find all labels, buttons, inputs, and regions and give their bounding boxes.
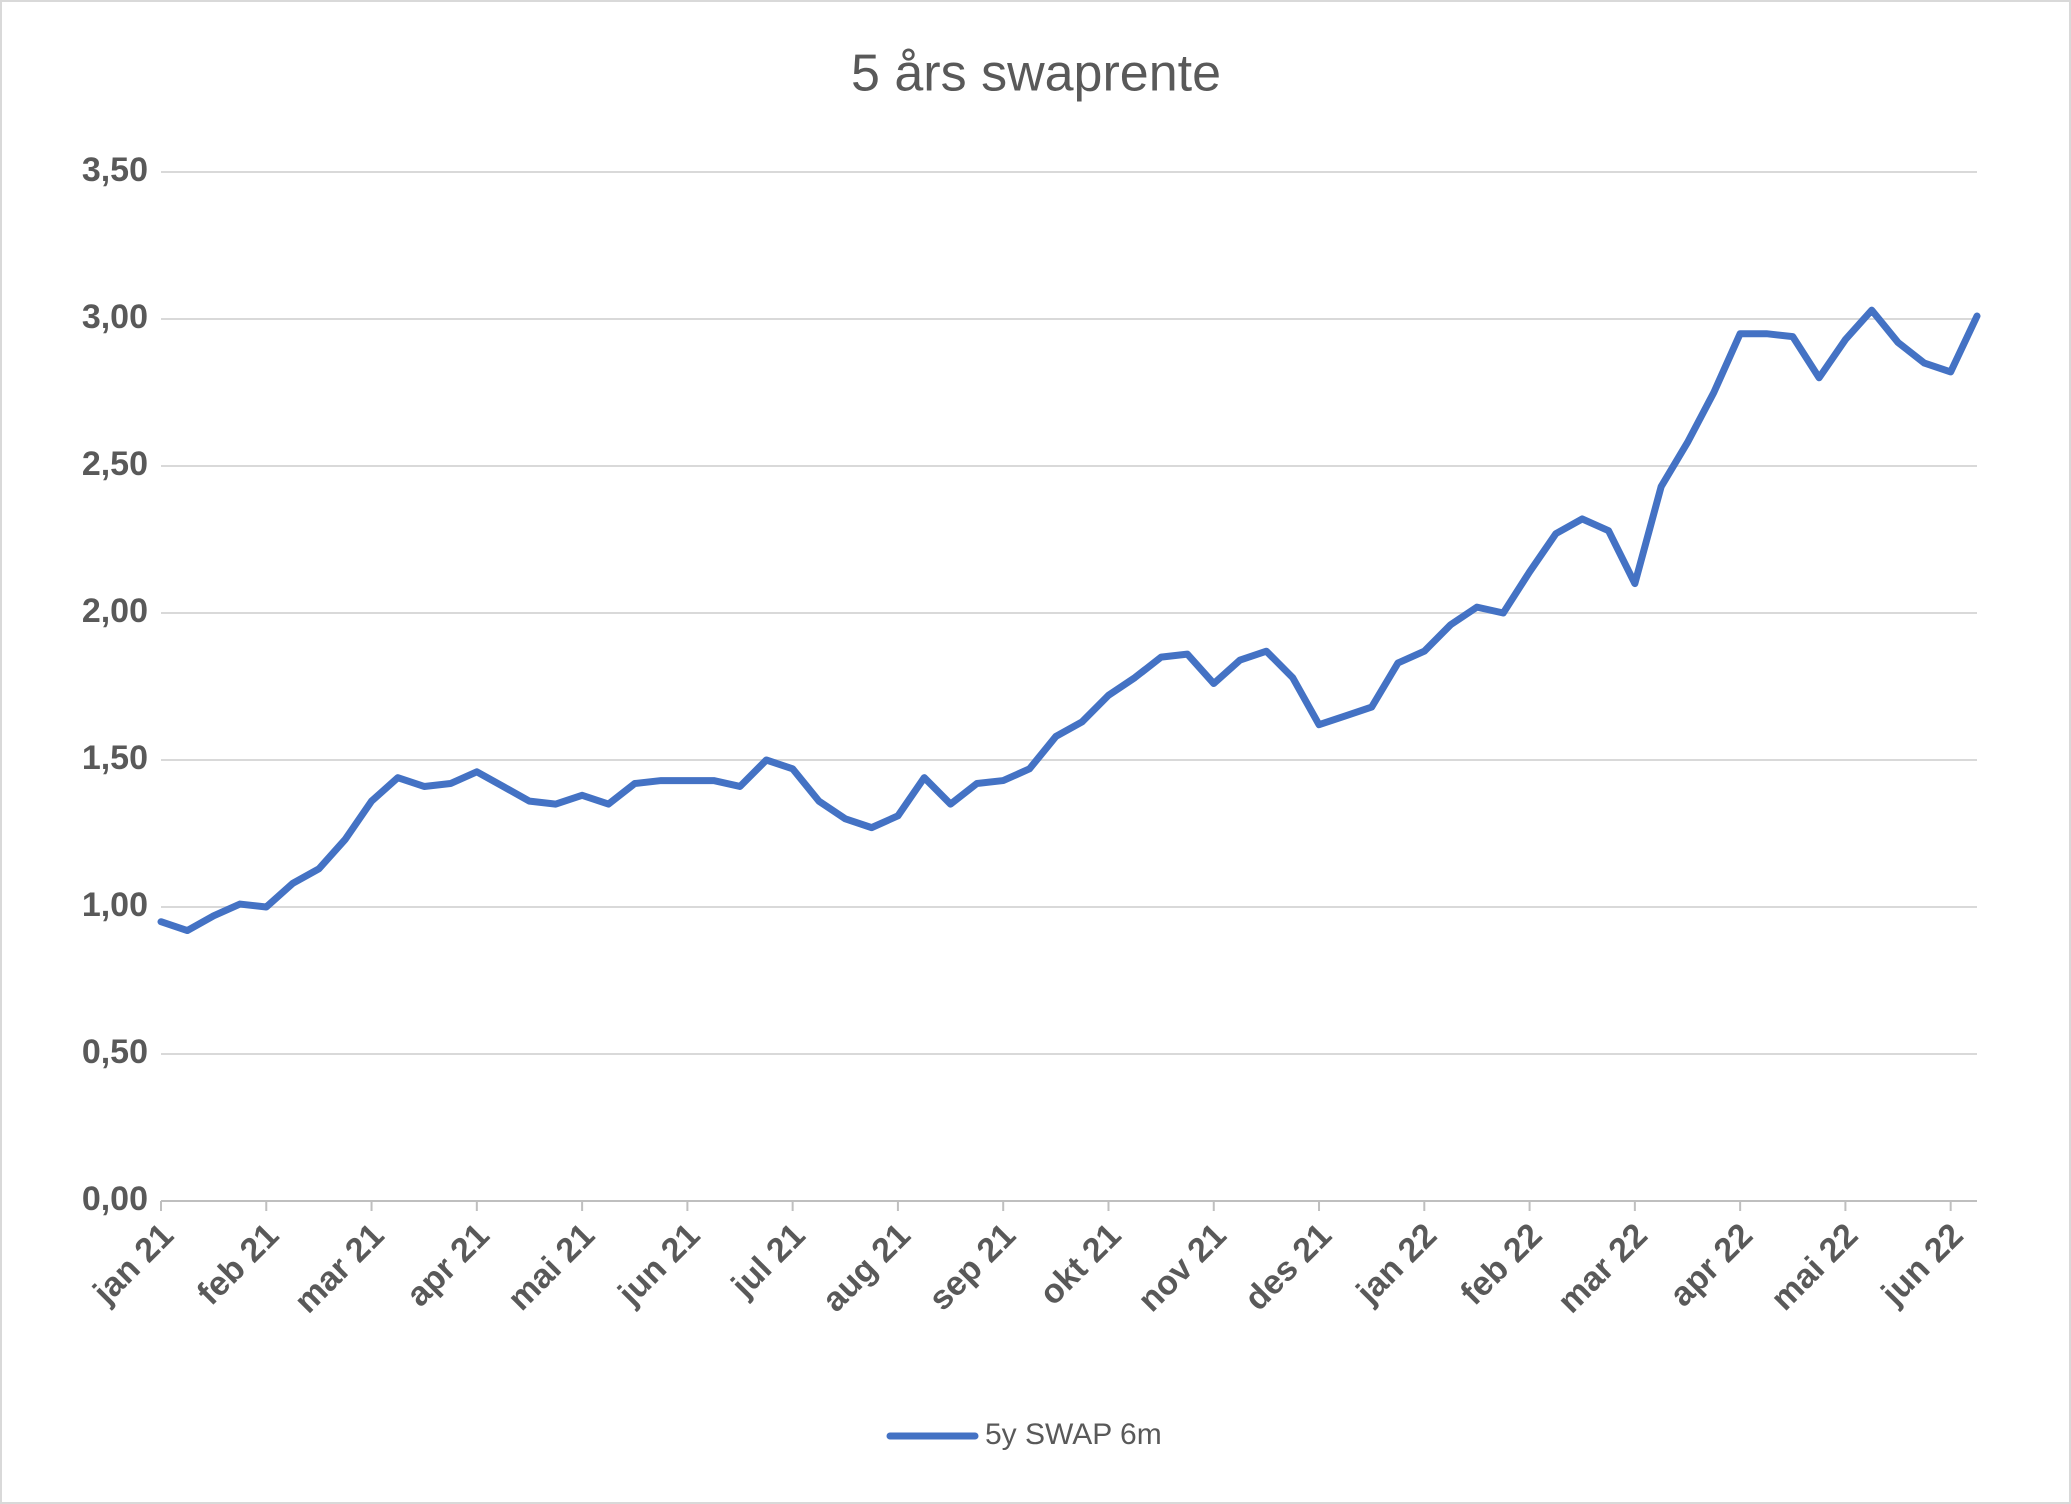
y-tick-label: 1,00: [82, 886, 148, 924]
line-series: [157, 306, 1981, 935]
y-tick-label: 0,00: [82, 1180, 148, 1218]
y-tick-label: 0,50: [82, 1033, 148, 1071]
y-tick-label: 2,00: [82, 592, 148, 630]
chart-title: 5 års swaprente: [851, 45, 1221, 103]
y-tick-label: 2,50: [82, 445, 148, 483]
y-tick-label: 1,50: [82, 739, 148, 777]
legend-label: 5y SWAP 6m: [985, 1418, 1162, 1451]
y-tick-label: 3,50: [82, 151, 148, 189]
y-tick-label: 3,00: [82, 298, 148, 336]
